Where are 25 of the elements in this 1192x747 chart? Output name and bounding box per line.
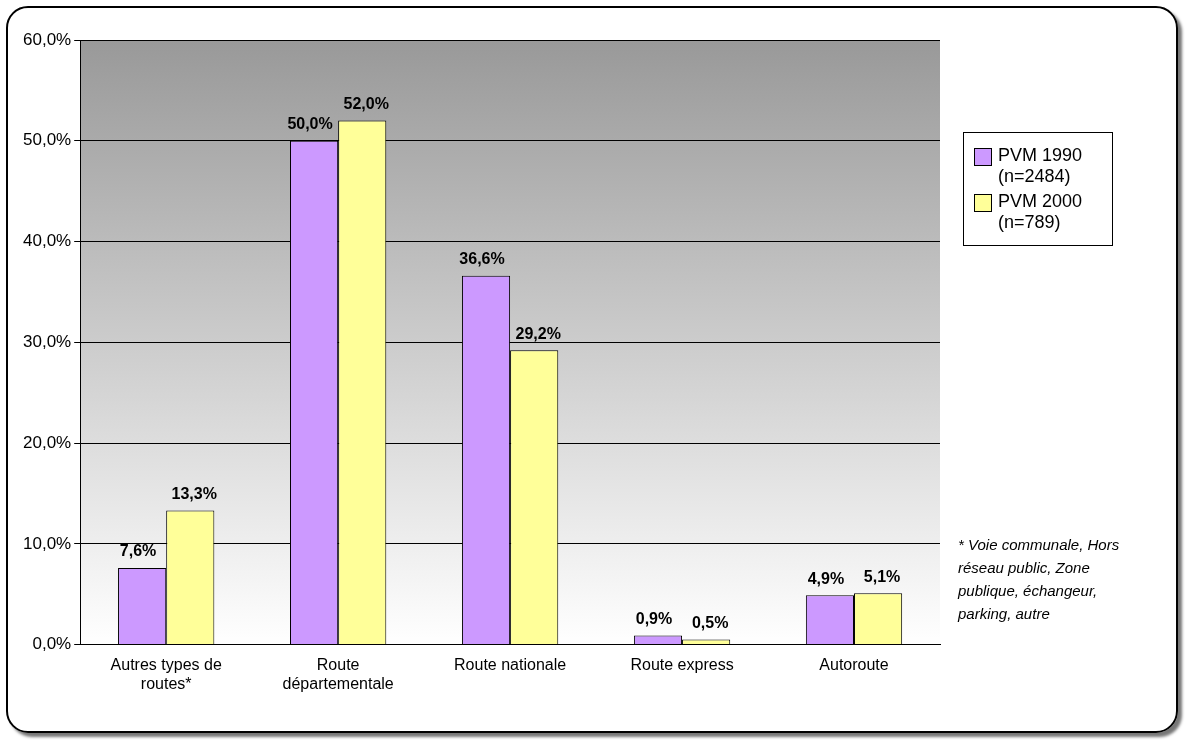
text: * Voie communale, Hors réseau public, Zone publique, échangeur, parking, autre [958, 535, 1121, 624]
y-tick-label: 0,0% [32, 634, 72, 654]
data-label: 50,0% [287, 115, 333, 133]
y-tick-label: 60,0% [23, 29, 72, 49]
data-label: 7,6% [119, 542, 157, 560]
data-label: 0,5% [691, 613, 729, 631]
x-tick-label: Route express [630, 655, 734, 673]
data-label: 36,6% [459, 250, 505, 268]
y-tick-label: 10,0% [23, 533, 72, 553]
y-tick-label: 20,0% [23, 432, 72, 452]
y-tick-label: 40,0% [23, 231, 72, 251]
x-tick-label: Autres types de routes* [110, 655, 222, 692]
legend-label: PVM 2000 (n=789) [998, 191, 1084, 233]
data-label: 0,9% [635, 609, 673, 627]
data-label: 5,1% [863, 567, 901, 585]
data-label: 29,2% [515, 324, 561, 342]
data-label: 13,3% [171, 484, 217, 502]
x-tick-label: Route départementale [282, 655, 394, 692]
x-tick-label: Route nationale [454, 655, 567, 673]
legend-label: PVM 1990 (n=2484) [998, 145, 1084, 187]
x-tick-label: Autoroute [819, 655, 889, 673]
data-label: 52,0% [343, 95, 389, 113]
y-tick-label: 50,0% [23, 130, 72, 150]
y-tick-label: 30,0% [23, 331, 72, 351]
data-label: 4,9% [807, 569, 845, 587]
